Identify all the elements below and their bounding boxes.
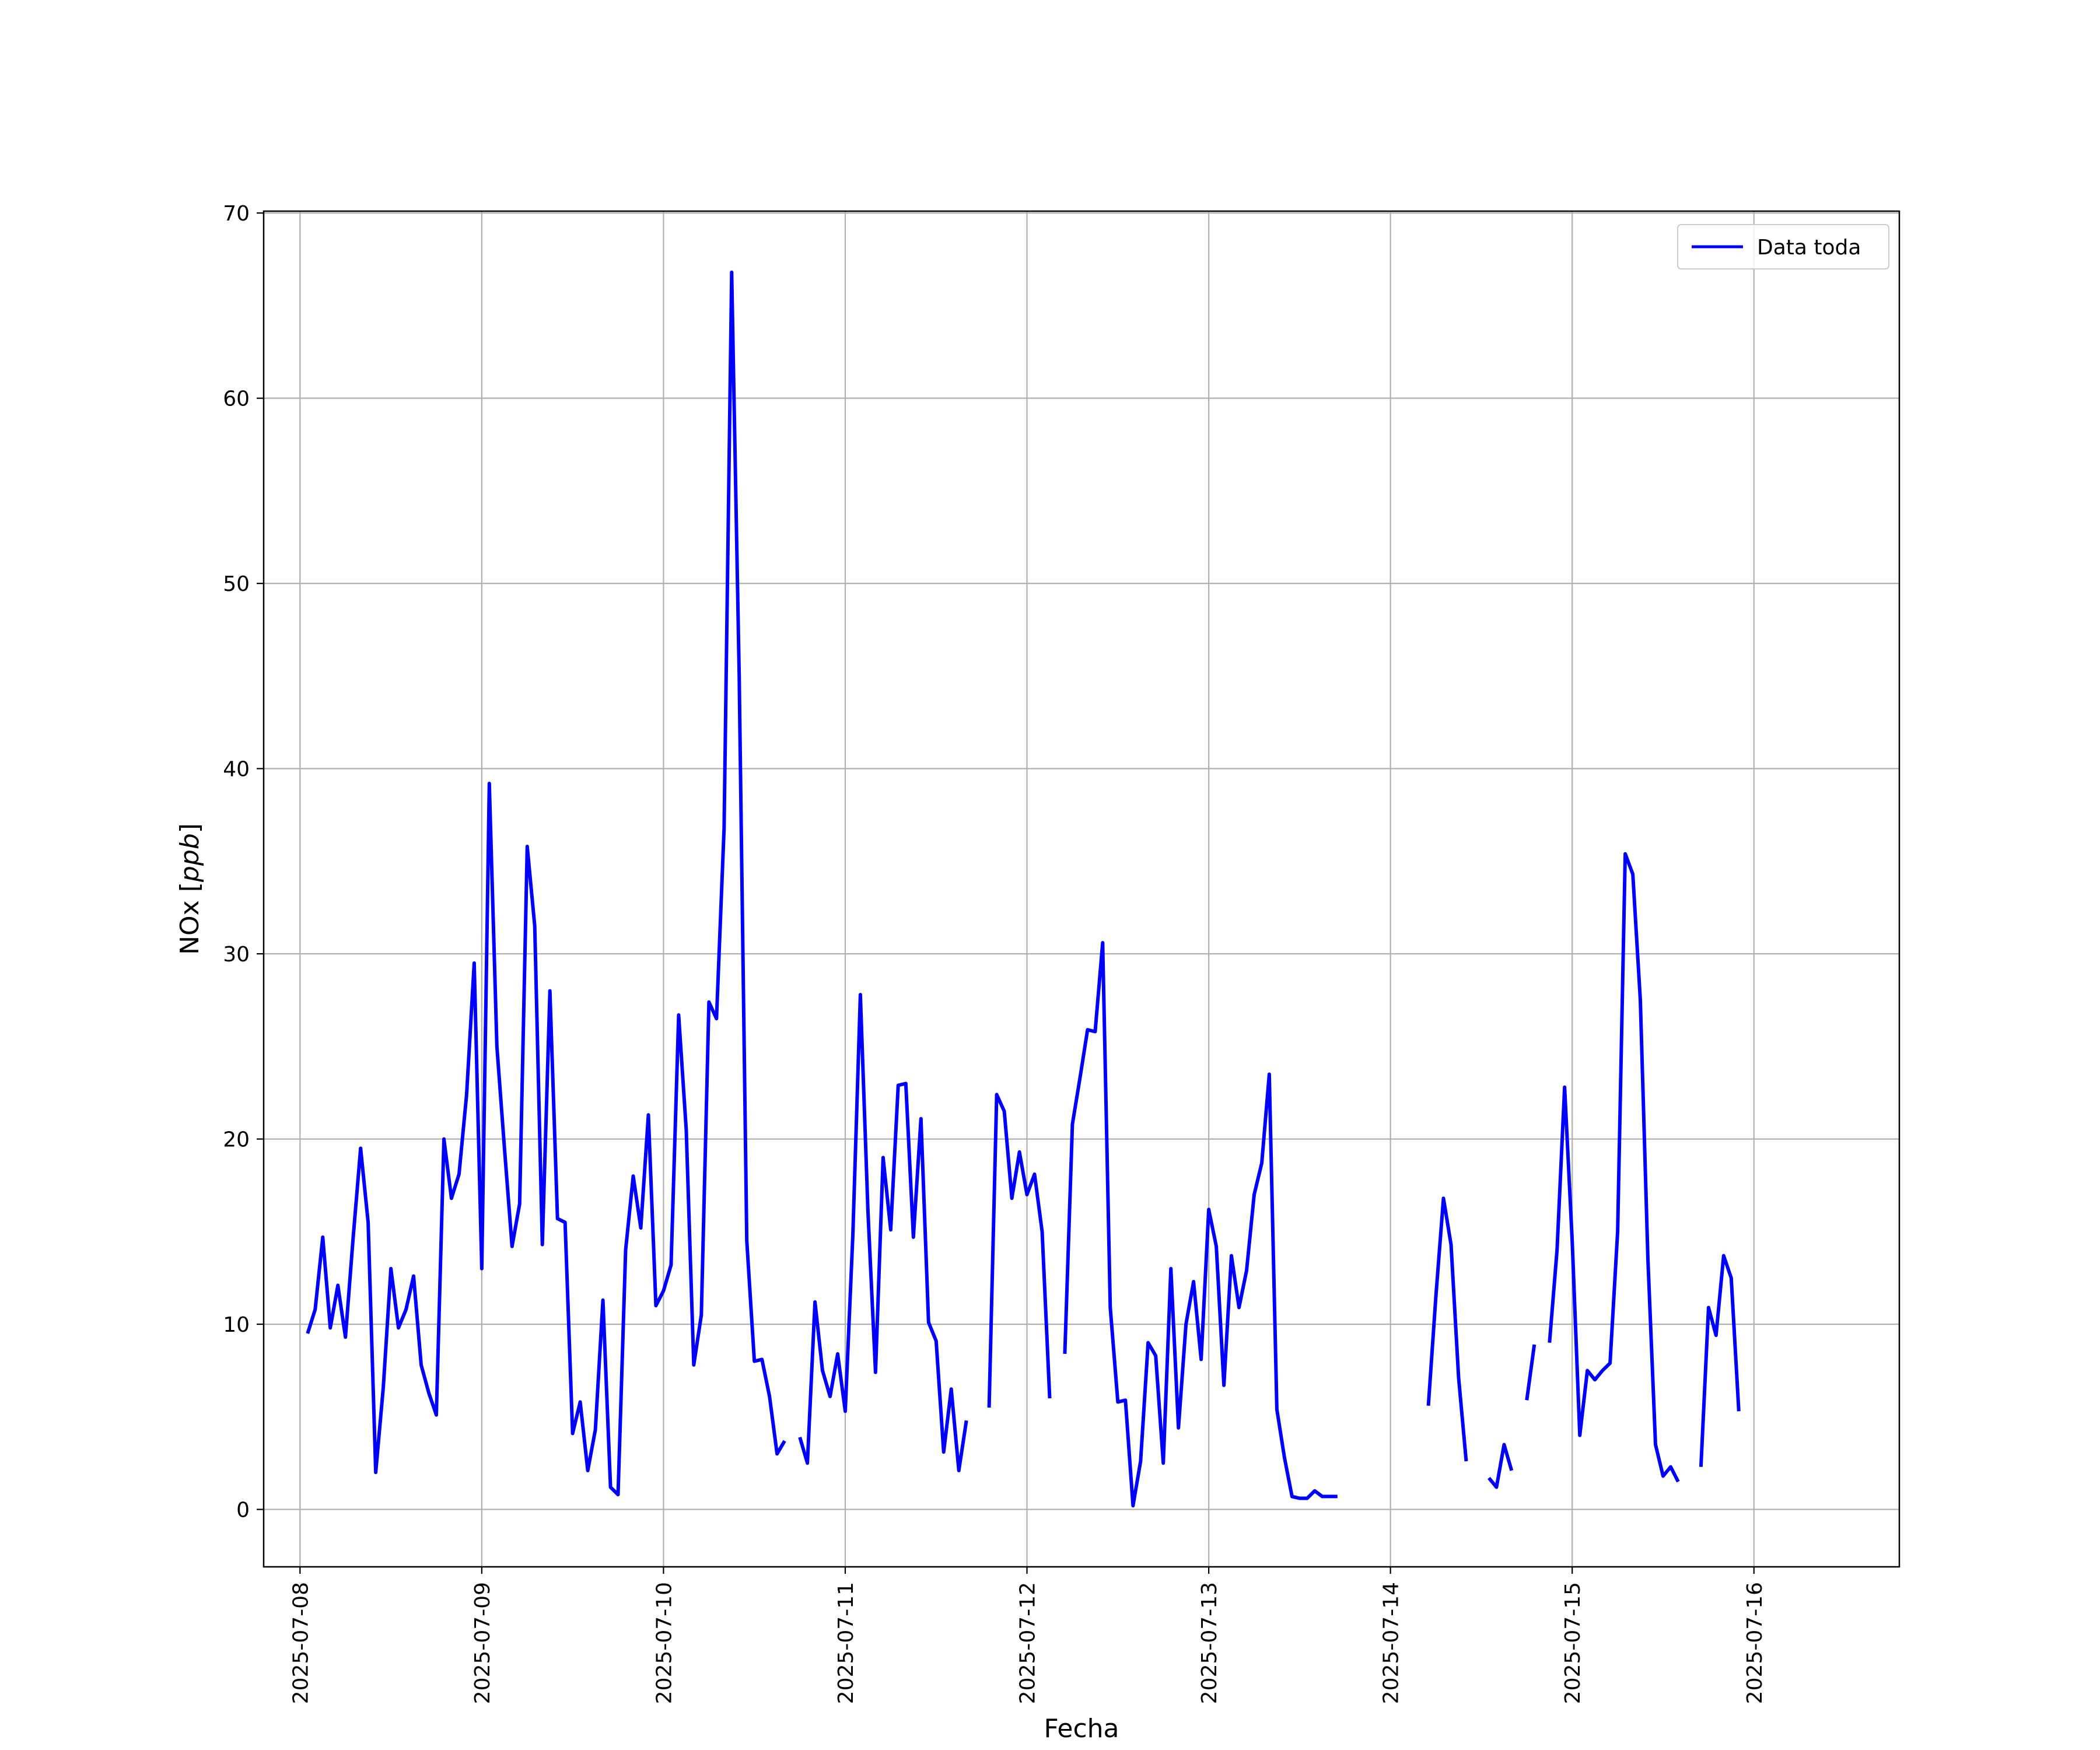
x-tick-label: 2025-07-12 <box>1016 1582 1040 1704</box>
y-axis: 0 10 20 30 40 50 60 70 <box>223 202 264 1522</box>
y-tick-label: 10 <box>223 1313 250 1337</box>
y-tick-label: 20 <box>223 1128 250 1152</box>
series-line-segment <box>1548 852 1680 1483</box>
y-tick-label: 30 <box>223 943 250 967</box>
x-tick-label: 2025-07-11 <box>834 1582 858 1704</box>
x-tick-label: 2025-07-16 <box>1743 1582 1767 1704</box>
x-axis: 2025-07-08 2025-07-09 2025-07-10 2025-07-11… <box>289 1567 1767 1704</box>
legend-label: Data toda <box>1757 236 1861 260</box>
y-tick-label: 50 <box>223 572 250 596</box>
x-tick-label: 2025-07-09 <box>471 1582 495 1704</box>
legend: Data toda <box>1677 224 1889 270</box>
y-tick-label: 0 <box>236 1499 250 1522</box>
y-axis-title-bracket-close: ] <box>175 823 205 833</box>
y-axis-title-unit: ppb <box>175 833 205 883</box>
y-tick-label: 60 <box>223 387 250 411</box>
x-tick-label: 2025-07-13 <box>1198 1582 1222 1704</box>
x-tick-label: 2025-07-14 <box>1380 1582 1404 1704</box>
series-line-segment <box>1699 1254 1741 1467</box>
series-line-segment <box>306 270 786 1497</box>
grid-lines <box>264 211 1899 1567</box>
series-line-segment <box>987 1093 1052 1408</box>
series-lines <box>306 270 1741 1508</box>
y-axis-title-main: NOx <box>175 900 205 955</box>
x-axis-title: Fecha <box>1044 1714 1119 1744</box>
series-line-segment <box>1426 1196 1468 1462</box>
x-tick-label: 2025-07-10 <box>652 1582 676 1704</box>
x-tick-label: 2025-07-15 <box>1561 1582 1585 1704</box>
series-line-segment <box>798 993 968 1472</box>
plot-frame <box>262 210 1901 1568</box>
series-line-segment <box>1525 1344 1536 1401</box>
y-axis-title: NOx [ppb] <box>175 823 205 955</box>
y-axis-title-bracket-open: [ <box>175 882 205 892</box>
series-line-segment <box>1488 1443 1514 1489</box>
y-tick-label: 40 <box>223 758 250 782</box>
x-tick-label: 2025-07-08 <box>289 1582 313 1704</box>
series-line-segment <box>1063 941 1338 1508</box>
y-tick-label: 70 <box>223 202 250 226</box>
legend-box <box>1677 224 1889 270</box>
